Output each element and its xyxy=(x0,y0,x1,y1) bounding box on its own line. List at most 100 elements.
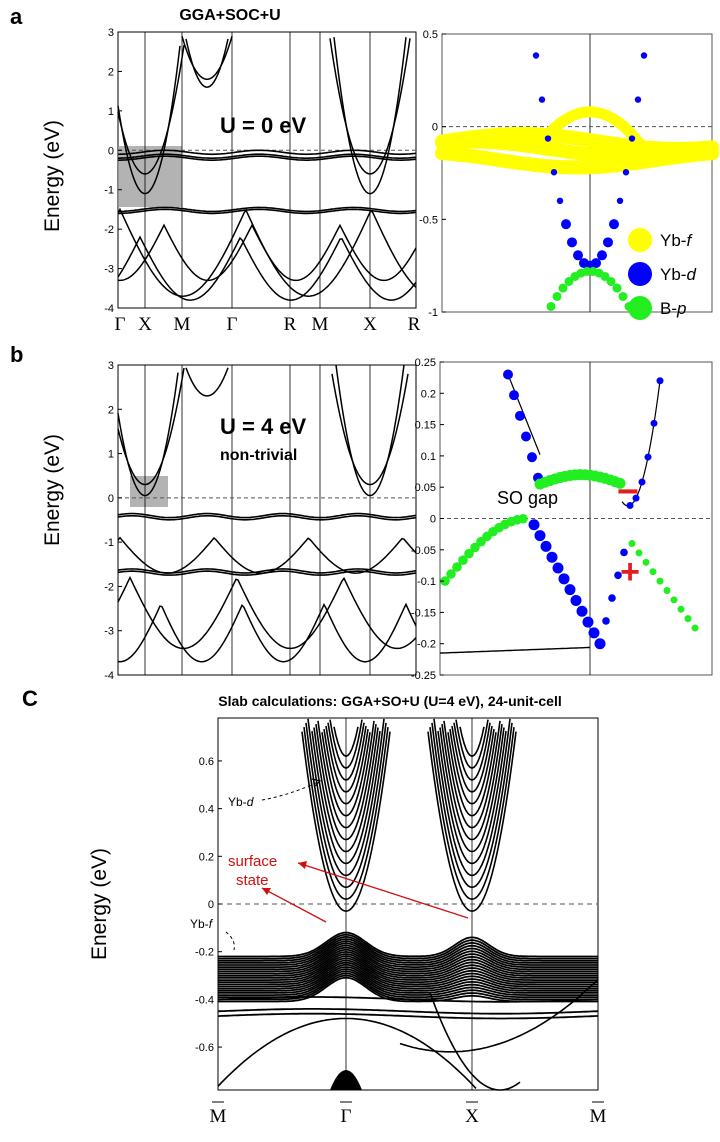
aR-d-point xyxy=(597,250,607,261)
c-ytick-6: -0.6 xyxy=(195,1042,214,1054)
c-f-band-18 xyxy=(218,970,598,996)
a-d-band-1b xyxy=(329,38,411,175)
a-up-2 xyxy=(181,35,233,80)
aR-p-point xyxy=(558,283,568,293)
bR-upper-d-point xyxy=(527,452,537,463)
b-low-1 xyxy=(117,536,417,574)
c-cond-band-1-1 xyxy=(429,727,515,901)
c-low-disp-1 xyxy=(217,1017,477,1089)
surface-label-line1: surface xyxy=(228,853,277,870)
aR-d-point xyxy=(567,237,577,248)
bR-upper-d-point xyxy=(515,410,525,421)
surface-arrow-1 xyxy=(261,887,327,923)
c-f-band-14 xyxy=(218,961,598,988)
bR-ytick-10: -0.25 xyxy=(411,670,436,682)
bR-lower-d2-point xyxy=(614,571,622,580)
b-flat-band-0 xyxy=(117,512,417,519)
a-d-band-0b xyxy=(117,44,185,175)
b-flat-band-1 xyxy=(117,514,417,521)
bR-upper-d2-point xyxy=(632,494,640,502)
bR-ytick-8: -0.15 xyxy=(411,607,436,619)
yb-f-arrow xyxy=(225,931,235,951)
c-f-band-2 xyxy=(218,935,598,962)
aR-d-point xyxy=(640,52,648,59)
c-cond-band-0-4 xyxy=(311,730,381,865)
b-ytick-3: 0 xyxy=(108,493,114,505)
bR-upper-d2-point xyxy=(650,419,658,427)
aR-legend-label-1: Yb-d xyxy=(660,265,696,284)
bR-lower-d2-point xyxy=(620,548,628,557)
c-cond-band-1-7 xyxy=(443,720,501,829)
surface-label-line2: state xyxy=(236,872,269,889)
bR-lower-p2-point xyxy=(656,577,664,585)
c-ytick-3: 0 xyxy=(208,899,214,911)
bR-bottom-line xyxy=(439,646,590,654)
panel-a-ylabel: Energy (eV) xyxy=(41,120,64,232)
a-kpoint-6: X xyxy=(363,314,377,335)
bR-ytick-7: -0.1 xyxy=(417,576,436,588)
c-low-band-0 xyxy=(217,996,598,1003)
aR-legend-label-0: Yb-f xyxy=(660,231,693,250)
top-title: GGA+SOC+U xyxy=(179,7,280,24)
c-f-band-1 xyxy=(218,933,598,960)
bR-lower-d-point xyxy=(534,530,546,542)
panel-a-u-label: U = 0 eV xyxy=(220,113,307,138)
panel-b-nontrivial-label: non-trivial xyxy=(220,447,297,464)
panel-a-projected-plot: 0.5 0 -0.5 -1 Yb-f Yb-d B-p xyxy=(419,29,719,320)
c-kpoint-2: X xyxy=(465,1106,479,1127)
bR-lower-p2-point xyxy=(642,558,650,566)
c-kpoint-0: M xyxy=(210,1106,227,1127)
c-cond-band-0-2 xyxy=(305,722,387,889)
c-cond-band-0-9 xyxy=(323,728,369,805)
aR-ytick-2: -0.5 xyxy=(419,214,438,226)
b-d-band-0b xyxy=(117,367,185,486)
a-ytick-3: 0 xyxy=(108,145,114,157)
aR-legend-label-2: B-p xyxy=(660,299,686,318)
bR-upper-d-point xyxy=(509,390,519,401)
a-low-3 xyxy=(117,223,417,282)
c-f-band-10 xyxy=(218,953,598,979)
c-ytick-0: 0.6 xyxy=(199,756,214,768)
c-f-band-12 xyxy=(218,957,598,984)
bR-upper-d2-point xyxy=(638,478,646,486)
bR-lower-p2-point xyxy=(649,568,657,576)
bR-lower-d-point xyxy=(540,540,552,552)
a-kpoint-4: R xyxy=(284,314,297,335)
panel-a-right-frame xyxy=(441,33,713,313)
c-cond-band-0-1 xyxy=(303,727,389,901)
bR-lower-d-point xyxy=(570,594,582,606)
c-f-band-13 xyxy=(218,959,598,986)
c-low-disp-3 xyxy=(429,992,521,1091)
c-cond-band-1-2 xyxy=(431,722,513,889)
bR-lower-d2-point xyxy=(596,639,604,648)
bR-lower-d-point xyxy=(588,627,600,639)
b-d-band-1a xyxy=(335,364,405,497)
aR-d-point xyxy=(622,169,630,176)
c-f-band-5 xyxy=(218,942,598,969)
b-ytick-6: -3 xyxy=(104,626,114,638)
c-cond-band-1-5 xyxy=(439,727,505,853)
bR-upper-d2-point xyxy=(626,501,634,509)
c-ytick-2: 0.2 xyxy=(199,851,214,863)
c-ytick-1: 0.4 xyxy=(199,804,214,816)
c-f-band-0 xyxy=(218,931,598,958)
bR-lower-p2-point xyxy=(628,540,636,548)
c-cond-band-1-10 xyxy=(451,725,493,793)
b-ytick-2: 1 xyxy=(108,449,114,461)
bR-lower-d-point xyxy=(558,573,570,585)
panel-b-ylabel: Energy (eV) xyxy=(41,434,64,546)
a-ytick-1: 2 xyxy=(108,66,114,78)
c-cond-band-0-5 xyxy=(313,727,379,853)
a-up-3 xyxy=(185,38,229,88)
a-flat-band-0 xyxy=(117,149,417,156)
c-f-band-17 xyxy=(218,968,598,994)
a-low-2 xyxy=(117,235,417,301)
aR-p-point xyxy=(606,276,616,286)
c-cond-band-1-11 xyxy=(453,722,491,781)
aR-legend-swatch-0 xyxy=(628,228,652,252)
panel-c-ylabel: Energy (eV) xyxy=(88,848,111,960)
bR-lower-d2-point xyxy=(608,594,616,602)
c-f-band-8 xyxy=(218,948,598,975)
c-cond-band-0-3 xyxy=(307,718,385,877)
